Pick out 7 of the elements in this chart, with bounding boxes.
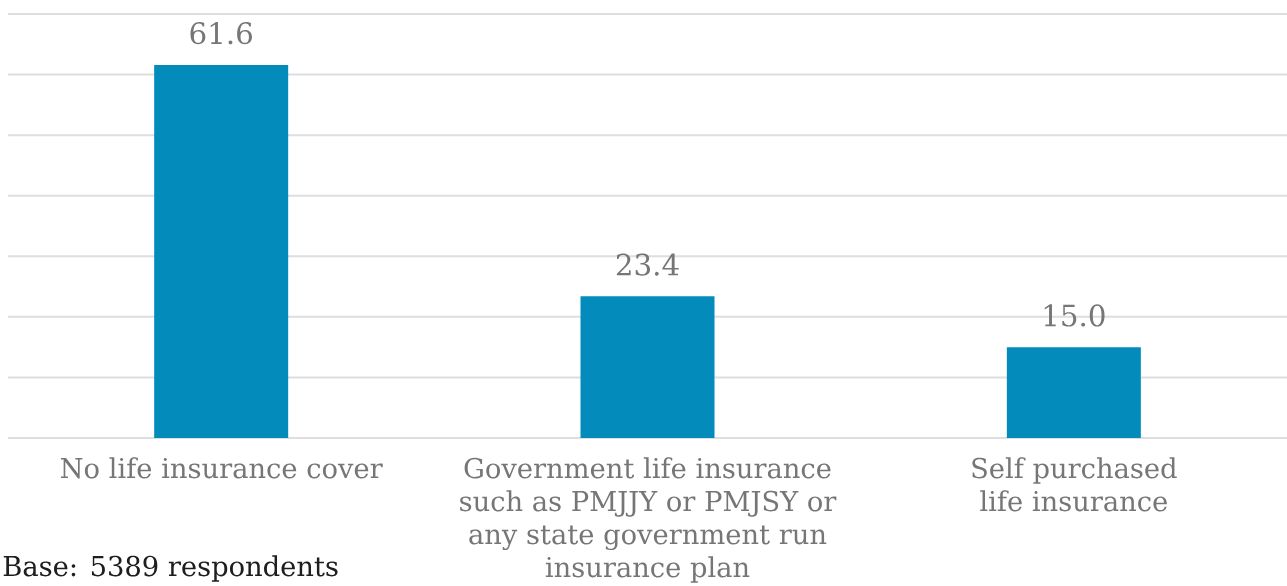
data-label: 61.6 [190,22,252,45]
text: Base: 5389 respondents [3,555,338,582]
x-tick-label: Government life insurance such as PMJJY or PMJSY or any state government run insurance plan [460,457,837,583]
x-tick-label: Self purchased life insurance [972,457,1177,512]
x-tick-label: No life insurance cover [60,457,383,479]
data-label: 23.4 [616,253,679,276]
data-label: 15.0 [1044,304,1105,327]
